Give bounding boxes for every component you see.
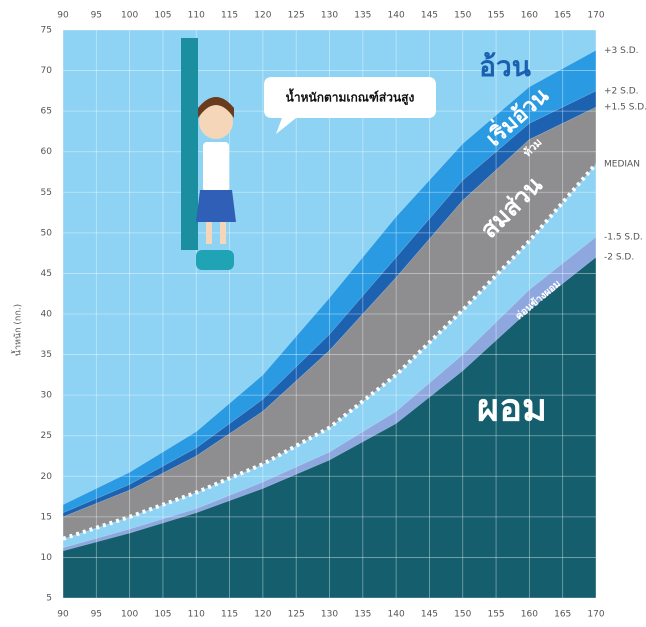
y-tick-label: 40: [41, 310, 53, 320]
y-tick-label: 15: [41, 512, 52, 522]
y-tick-label: 30: [41, 391, 53, 401]
x-tick-label: 95: [91, 11, 102, 21]
y-tick-label: 60: [41, 147, 53, 157]
x-tick-label: 95: [91, 610, 102, 620]
x-tick-label: 155: [487, 610, 504, 620]
x-tick-label: 145: [421, 11, 438, 21]
x-tick-label: 90: [57, 11, 69, 21]
x-tick-label: 135: [354, 11, 371, 21]
y-axis-label: น้ำหนัก (กก.): [11, 304, 24, 356]
x-tick-label: 120: [254, 11, 271, 21]
x-tick-label: 150: [454, 610, 471, 620]
curve-label: -1.5 S.D.: [604, 232, 643, 242]
scale: [196, 250, 234, 270]
x-tick-label: 145: [421, 610, 438, 620]
x-tick-label: 110: [188, 610, 205, 620]
x-tick-label: 130: [321, 610, 338, 620]
callout-text: น้ำหนักตามเกณฑ์ส่วนสูง: [286, 88, 415, 106]
x-tick-label: 125: [288, 11, 305, 21]
y-tick-label: 70: [41, 66, 53, 76]
y-tick-label: 65: [41, 107, 52, 117]
x-tick-label: 105: [154, 11, 171, 21]
x-tick-label: 150: [454, 11, 471, 21]
x-tick-label: 140: [388, 610, 405, 620]
band-label: อ้วน: [479, 50, 531, 83]
x-tick-label: 135: [354, 610, 371, 620]
y-tick-label: 75: [41, 26, 52, 36]
x-tick-label: 165: [554, 610, 571, 620]
shirt: [203, 142, 229, 192]
leg: [220, 222, 226, 244]
chart: น้ำหนัก (กก.) น้ำหนักตามเกณฑ์ส่วนสูง 90 9…: [0, 0, 646, 623]
x-tick-label: 115: [221, 11, 238, 21]
x-tick-label: 155: [487, 11, 504, 21]
x-tick-label: 125: [288, 610, 305, 620]
curve-label: +2 S.D.: [604, 86, 639, 96]
x-tick-label: 140: [388, 11, 405, 21]
ruler: [181, 38, 198, 250]
x-tick-label: 90: [57, 610, 69, 620]
leg: [206, 222, 212, 244]
x-tick-label: 170: [587, 610, 604, 620]
y-tick-label: 10: [41, 553, 53, 563]
page: น้ำหนัก (กก.) น้ำหนักตามเกณฑ์ส่วนสูง 90 9…: [0, 0, 646, 627]
x-tick-label: 165: [554, 11, 571, 21]
y-tick-label: 50: [41, 228, 53, 238]
x-tick-label: 100: [121, 610, 138, 620]
x-tick-label: 115: [221, 610, 238, 620]
y-tick-label: 55: [41, 188, 52, 198]
x-tick-label: 120: [254, 610, 271, 620]
curve-label: +3 S.D.: [604, 46, 639, 56]
x-tick-label: 110: [188, 11, 205, 21]
x-tick-label: 130: [321, 11, 338, 21]
x-tick-label: 170: [587, 11, 604, 21]
curve-label: -2 S.D.: [604, 253, 634, 263]
x-tick-label: 160: [521, 610, 538, 620]
y-tick-label: 20: [41, 472, 53, 482]
y-tick-label: 5: [46, 594, 52, 604]
x-tick-label: 160: [521, 11, 538, 21]
y-tick-label: 25: [41, 431, 52, 441]
x-tick-label: 105: [154, 610, 171, 620]
curve-label: +1.5 S.D.: [604, 103, 646, 113]
y-tick-label: 35: [41, 350, 52, 360]
band-label: ผอม: [477, 386, 547, 430]
curve-label: MEDIAN: [604, 159, 640, 169]
skirt: [196, 190, 236, 222]
x-tick-label: 100: [121, 11, 138, 21]
y-tick-label: 45: [41, 269, 52, 279]
